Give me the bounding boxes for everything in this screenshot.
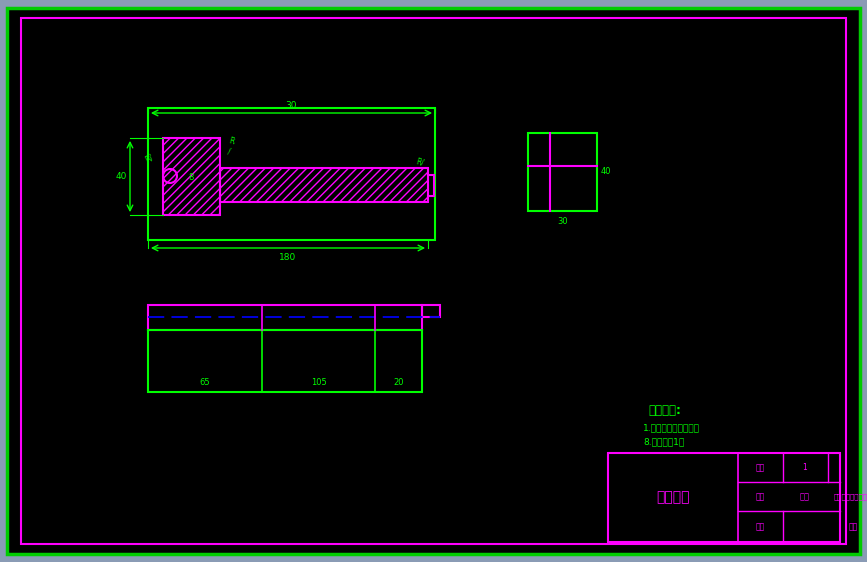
Bar [148, 330, 422, 392]
Bar [528, 133, 597, 211]
Text: 哈尔滨理工大学茅成: 哈尔滨理工大学茅成 [834, 493, 867, 500]
Text: R
/: R / [225, 136, 235, 156]
Text: 30: 30 [286, 101, 297, 110]
Text: 105: 105 [310, 378, 326, 387]
Bar [148, 108, 435, 240]
Text: 夹具压板: 夹具压板 [656, 491, 690, 505]
Bar [163, 138, 220, 215]
Text: 20: 20 [394, 378, 404, 387]
Text: 学府: 学府 [849, 522, 857, 531]
Text: 40: 40 [115, 172, 127, 181]
Bar [608, 453, 840, 542]
Text: 比例: 比例 [755, 522, 765, 531]
Text: 8: 8 [188, 173, 193, 182]
Text: R/: R/ [415, 157, 425, 167]
Text: 1.铸造不平处须修正。: 1.铸造不平处须修正。 [643, 424, 700, 433]
Bar [422, 305, 440, 317]
Text: 1: 1 [803, 463, 807, 472]
Text: 图纸: 图纸 [755, 463, 765, 472]
Text: 蔡斌: 蔡斌 [800, 492, 810, 501]
Bar [220, 168, 428, 202]
Text: 制图: 制图 [755, 492, 765, 501]
Text: 40: 40 [601, 167, 611, 176]
Text: 8.去边圆倒1。: 8.去边圆倒1。 [643, 437, 684, 446]
Bar [148, 305, 422, 330]
Text: 30: 30 [557, 217, 568, 226]
Bar [220, 168, 428, 202]
Bar [163, 138, 220, 215]
Text: 65: 65 [199, 378, 211, 387]
Text: 180: 180 [279, 253, 297, 262]
Text: R/: R/ [143, 152, 154, 164]
Text: 技术要求:: 技术要求: [648, 404, 681, 416]
